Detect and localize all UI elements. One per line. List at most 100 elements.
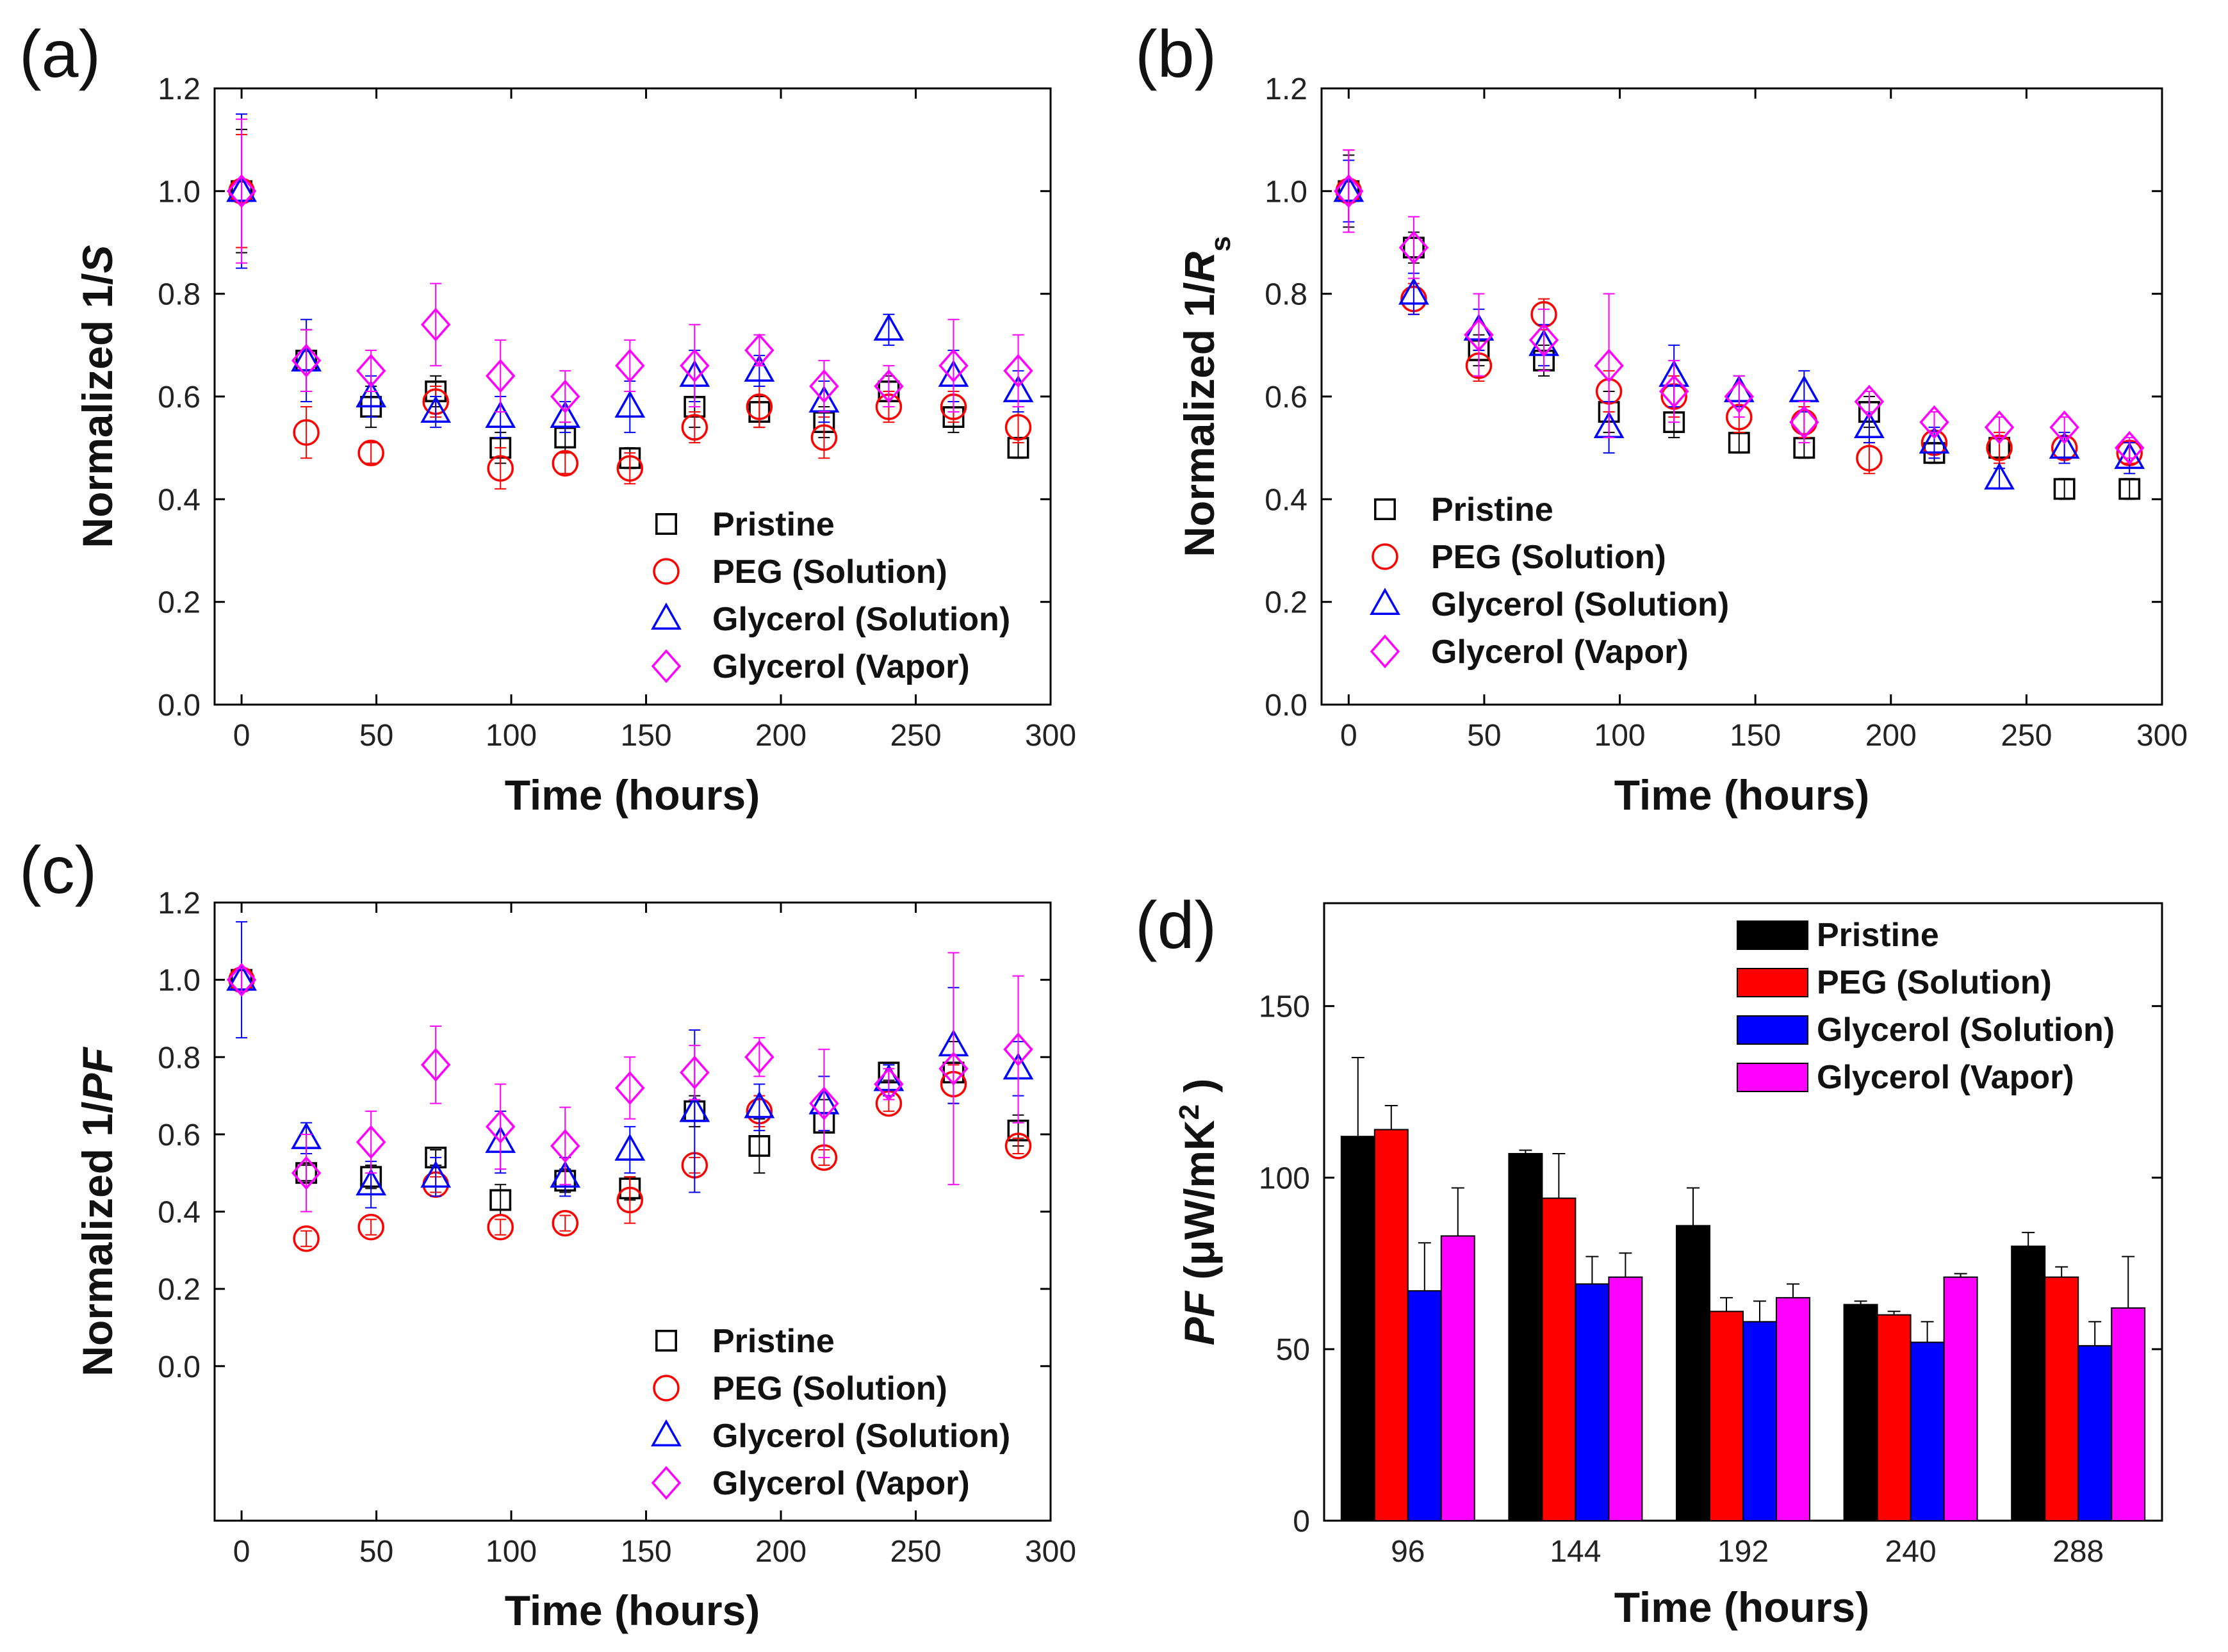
panel-b-legend-label: PEG (Solution) — [1431, 539, 1666, 576]
panel-c-data-point — [226, 963, 257, 997]
panel-b-tag: (b) — [1135, 17, 1216, 92]
panel-a-legend: Pristine PEG (Solution) Glycerol (Solution… — [651, 506, 1010, 685]
panel-d-bar — [2077, 1345, 2113, 1522]
panel-b-data-point — [1594, 348, 1624, 383]
panel-c-plot-content: 0 50 100 150 200 250 300 0.0 0.2 0.4 0.6 0.8 1.0 1.2 P… — [158, 887, 1076, 1569]
panel-b-plot-content: 0 50 100 150 200 250 300 0.0 0.2 0.4 0.6 0.8 1.0 1.2 P… — [1265, 72, 2188, 753]
panel-d-bar — [1676, 1225, 1710, 1522]
panel-b-data-point — [1398, 231, 1429, 265]
panel-d-plot-content: 0 50 100 150 96 144 192 240 288 Pristine PEG (Solu… — [1259, 917, 2162, 1569]
panel-b-legend-marker — [1374, 498, 1396, 520]
panel-d-legend-swatch — [1737, 920, 1808, 950]
panel-b-data-point — [1984, 410, 2015, 445]
panel-a-y-tick-label: 1.0 — [158, 175, 201, 209]
panel-d-tag: (d) — [1135, 888, 1216, 963]
panel-b-data-point — [2049, 431, 2080, 459]
panel-a-y-axis-title: Normalized 1/S — [74, 245, 121, 548]
panel-a-data-point — [746, 393, 773, 420]
panel-c-data-point — [809, 1086, 839, 1121]
panel-d-bar — [1541, 1197, 1577, 1521]
panel-c-y-tick-label: 0.6 — [158, 1118, 201, 1152]
panel-a-legend-marker — [651, 602, 682, 630]
panel-b-data-point — [1528, 323, 1559, 357]
panel-b-y-tick-label: 0.4 — [1265, 483, 1307, 517]
panel-a-data-point — [681, 414, 709, 441]
panel-a-ylabel-main: Normalized 1/ — [74, 273, 121, 548]
panel-c-y-tick-label: 0.4 — [158, 1196, 201, 1230]
panel-c-data-point — [487, 1213, 514, 1241]
panel-d-ylabel-unit: (μW/mK — [1175, 1120, 1223, 1291]
panel-d-x-tick-label: 192 — [1717, 1535, 1769, 1569]
panel-b-data-point — [1854, 411, 1885, 439]
panel-a-y-tick-label: 1.2 — [158, 72, 201, 106]
panel-a-data-point — [680, 348, 710, 383]
panel-c-data-point — [485, 1109, 516, 1144]
panel-c-data-point — [616, 1186, 644, 1214]
panel-a-y-tick-label: 0.2 — [158, 586, 201, 620]
panel-b-series-diamond — [1334, 149, 2145, 465]
panel-a-legend-label: Glycerol (Solution) — [712, 601, 1010, 638]
panel-a-data-point — [485, 359, 516, 393]
panel-c-legend: Pristine PEG (Solution) Glycerol (Solution… — [651, 1323, 1010, 1502]
panel-c-legend-label: PEG (Solution) — [712, 1370, 947, 1407]
panel-d-x-tick-label: 288 — [2052, 1535, 2104, 1569]
panel-b-series-square — [1338, 154, 2141, 500]
panel-d-bar — [1742, 1321, 1777, 1521]
panel-c-x-tick-label: 150 — [621, 1535, 672, 1569]
panel-b-x-tick-label: 100 — [1594, 719, 1646, 753]
panel-b-legend-label: Glycerol (Vapor) — [1431, 634, 1689, 671]
panel-a-x-tick-label: 50 — [359, 719, 393, 753]
panel-d-bar — [1910, 1341, 1945, 1522]
panel-a-data-point — [487, 455, 514, 482]
panel-d-x-axis-title: Time (hours) — [1614, 1583, 1869, 1631]
panel-a-legend-marker — [651, 649, 682, 683]
panel-c-legend-label: Pristine — [712, 1323, 835, 1360]
panel-a-data-point — [1003, 354, 1033, 388]
panel-b-x-tick-label: 50 — [1467, 719, 1501, 753]
panel-b-data-point — [1464, 318, 1494, 352]
panel-a-data-point — [810, 424, 838, 451]
panel-c-x-tick-label: 200 — [755, 1535, 807, 1569]
panel-a: (a) 0 50 100 150 200 250 300 0.0 0.2 0.4 0.6 0.8 1.0… — [19, 17, 1076, 819]
panel-a-y-tick-label: 0.0 — [158, 689, 201, 723]
panel-a-data-point — [226, 174, 257, 208]
panel-d-ylabel-sup: 2 — [1174, 1104, 1205, 1120]
panel-a-data-point — [420, 307, 451, 342]
panel-c-data-point — [680, 1055, 710, 1090]
panel-d-bar — [1340, 1136, 1375, 1521]
panel-c-data-point — [550, 1160, 581, 1188]
panel-c-data-point — [744, 1091, 775, 1118]
panel-c-legend-marker — [651, 1419, 682, 1446]
panel-d-y-tick-label: 150 — [1259, 990, 1310, 1024]
panel-d-legend: Pristine PEG (Solution) Glycerol (Solution… — [1737, 917, 2115, 1096]
panel-b-data-point — [1659, 374, 1689, 409]
panel-d-bar — [2111, 1307, 2146, 1521]
panel-a-data-point — [420, 395, 452, 423]
panel-b-data-point — [1854, 384, 1885, 419]
panel-a-x-tick-label: 150 — [621, 719, 672, 753]
panel-b-data-point — [1334, 174, 1364, 208]
panel-d-x-tick-label: 144 — [1550, 1535, 1601, 1569]
panel-b-data-point — [1919, 405, 1949, 439]
panel-a-x-tick-label: 0 — [233, 719, 250, 753]
panel-c-x-tick-label: 0 — [233, 1535, 250, 1569]
panel-a-tag: (a) — [19, 17, 101, 92]
panel-d-legend-label: Glycerol (Solution) — [1817, 1011, 2115, 1049]
panel-c-data-point — [356, 1125, 386, 1159]
panel-c-data-point — [1004, 1133, 1032, 1159]
panel-a-series-diamond — [226, 119, 1033, 423]
panel-d-y-tick-label: 0 — [1293, 1505, 1310, 1539]
panel-c-legend-marker — [651, 1466, 682, 1500]
panel-a-plot-content: 0 50 100 150 200 250 300 0.0 0.2 0.4 0.6 0.8 1.0 1.2 P… — [158, 72, 1076, 753]
panel-b-legend-label: Pristine — [1431, 491, 1553, 528]
panel-c-legend-marker — [653, 1375, 680, 1402]
panel-d-legend-label: Glycerol (Vapor) — [1817, 1059, 2074, 1096]
panel-c-data-point — [744, 1040, 774, 1074]
panel-a-legend-label: Glycerol (Vapor) — [712, 648, 970, 685]
panel-a-data-point — [938, 348, 969, 383]
panel-c-data-point — [357, 1213, 384, 1241]
panel-a-data-point — [550, 400, 581, 429]
panel-c-ylabel-main: Normalized 1/ — [74, 1102, 121, 1377]
panel-c-ylabel-italic: PF — [74, 1047, 121, 1102]
panel-c-data-point — [356, 1168, 387, 1196]
